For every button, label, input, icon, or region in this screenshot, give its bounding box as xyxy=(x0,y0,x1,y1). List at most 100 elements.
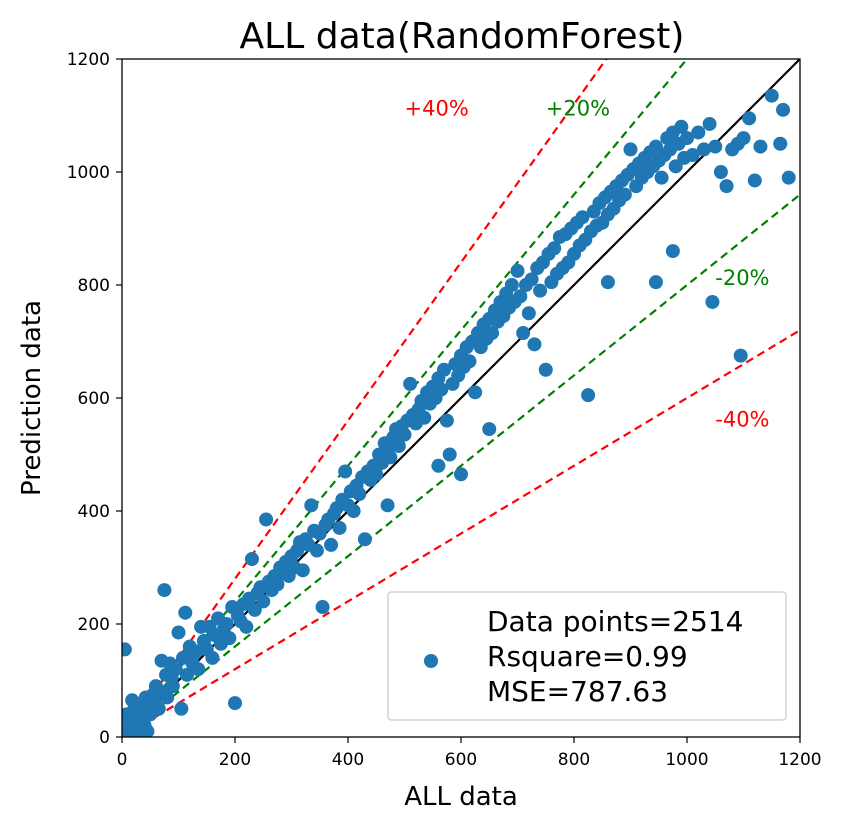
data-point xyxy=(157,583,172,598)
legend-line-1: Data points=2514 xyxy=(487,605,743,638)
data-point xyxy=(504,278,519,292)
data-point xyxy=(521,306,536,321)
data-point xyxy=(332,520,347,535)
y-tick-label: 400 xyxy=(78,502,110,522)
data-point xyxy=(742,111,757,126)
y-axis-label: Prediction data xyxy=(17,300,47,496)
data-point xyxy=(680,131,694,146)
data-point xyxy=(600,275,615,290)
data-point xyxy=(228,696,242,711)
x-axis-label: ALL data xyxy=(404,782,518,812)
data-point xyxy=(315,600,330,615)
data-point xyxy=(403,376,418,391)
data-point xyxy=(437,362,452,377)
chart-title: ALL data(RandomForest) xyxy=(240,16,685,57)
y-tick-label: 600 xyxy=(78,389,110,409)
data-point xyxy=(256,594,271,609)
data-point xyxy=(439,413,454,428)
data-point xyxy=(205,650,220,665)
data-point xyxy=(140,724,155,737)
data-point xyxy=(179,667,194,682)
legend-line-3: MSE=787.63 xyxy=(487,675,668,708)
data-point xyxy=(665,244,680,259)
data-point xyxy=(747,173,762,188)
legend-line-2: Rsquare=0.99 xyxy=(487,640,688,673)
data-point xyxy=(259,512,274,527)
data-point xyxy=(713,165,728,179)
data-point xyxy=(648,139,663,154)
data-point xyxy=(352,487,367,502)
reference-line-0 xyxy=(122,59,608,737)
data-point xyxy=(239,619,254,634)
reference-line-3 xyxy=(122,193,800,737)
reference-line-4 xyxy=(122,329,800,737)
data-point xyxy=(188,645,203,660)
y-tick-label: 0 xyxy=(99,728,110,748)
data-point xyxy=(357,532,372,547)
data-point xyxy=(654,170,669,185)
data-point xyxy=(513,289,528,304)
annotation-label: +40% xyxy=(405,97,469,121)
x-tick-label: 600 xyxy=(445,750,477,770)
data-point xyxy=(324,537,339,552)
data-point xyxy=(533,283,548,298)
data-point xyxy=(178,605,193,620)
data-point xyxy=(581,388,596,403)
data-point xyxy=(719,179,734,194)
annotation-label: -40% xyxy=(715,407,769,431)
y-tick-label: 800 xyxy=(78,276,110,296)
data-point xyxy=(346,504,361,518)
y-tick-label: 200 xyxy=(78,615,110,635)
data-point xyxy=(468,385,483,400)
data-point xyxy=(219,617,234,631)
data-point xyxy=(674,119,689,134)
data-point xyxy=(764,88,779,103)
data-point xyxy=(417,410,432,425)
data-point xyxy=(380,498,395,513)
annotation-label: -20% xyxy=(715,266,769,290)
data-point xyxy=(668,159,683,174)
legend: Data points=2514 Rsquare=0.99 MSE=787.63 xyxy=(387,591,787,721)
data-point xyxy=(524,272,539,287)
data-point xyxy=(702,116,717,131)
data-point xyxy=(174,701,189,716)
data-point xyxy=(696,142,711,157)
data-point xyxy=(538,362,553,377)
x-tick-label: 800 xyxy=(558,750,590,770)
data-point xyxy=(191,662,206,677)
data-point xyxy=(222,631,237,646)
data-point xyxy=(547,241,562,256)
data-point xyxy=(685,148,700,163)
data-point xyxy=(434,382,449,397)
x-tick-label: 400 xyxy=(332,750,364,770)
data-point xyxy=(781,170,796,185)
data-point xyxy=(733,348,748,363)
data-point xyxy=(442,447,457,462)
data-point xyxy=(122,642,132,657)
data-point xyxy=(247,602,262,617)
data-point xyxy=(527,337,542,352)
data-point xyxy=(462,354,477,369)
data-point xyxy=(773,136,788,151)
data-point xyxy=(397,427,412,442)
data-point xyxy=(516,326,531,341)
y-tick-label: 1200 xyxy=(67,50,110,70)
data-point xyxy=(482,422,497,437)
data-point xyxy=(776,102,791,117)
legend-box xyxy=(387,591,787,721)
x-tick-label: 0 xyxy=(117,750,128,770)
x-tick-label: 1000 xyxy=(665,750,708,770)
data-point xyxy=(648,275,663,290)
data-point xyxy=(431,458,446,473)
data-point xyxy=(575,210,590,225)
data-point xyxy=(383,450,398,465)
data-point xyxy=(454,467,468,482)
y-tick-label: 1000 xyxy=(67,163,110,183)
data-point xyxy=(623,142,638,157)
data-point xyxy=(304,498,319,513)
data-point xyxy=(165,679,180,694)
data-point xyxy=(753,139,768,154)
data-point xyxy=(391,439,406,454)
legend-marker xyxy=(424,654,438,668)
data-point xyxy=(705,294,720,309)
